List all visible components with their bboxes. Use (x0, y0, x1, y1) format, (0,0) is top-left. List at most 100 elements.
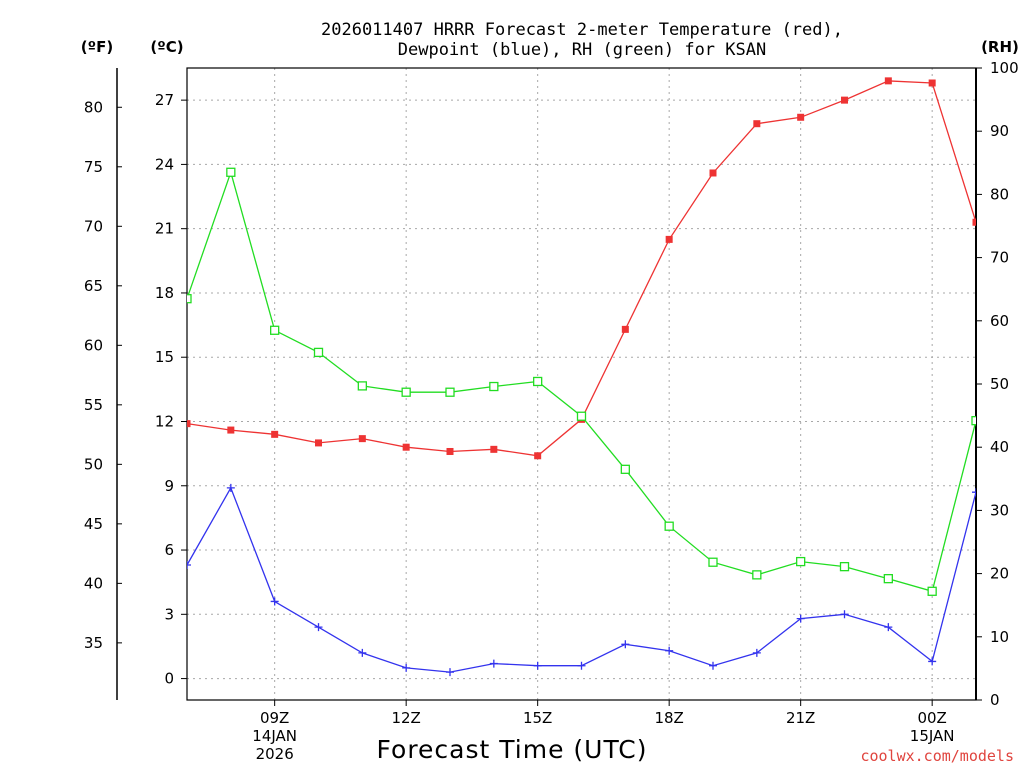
data-point (489, 381, 499, 392)
data-series (187, 77, 976, 677)
x-tick-label: 15JAN (910, 727, 955, 745)
celsius-tick-label: 21 (155, 220, 174, 238)
chart-title-line-2: Dewpoint (blue), RH (green) for KSAN (398, 40, 766, 60)
fahrenheit-tick-label: 50 (84, 455, 103, 473)
data-point (576, 411, 587, 421)
data-point (928, 79, 936, 87)
rh-tick-label: 10 (990, 628, 1009, 646)
data-point (665, 235, 673, 243)
data-point (187, 561, 191, 570)
series-2-meter-temperature (187, 77, 976, 460)
rh-tick-label: 90 (990, 122, 1009, 140)
rh-tick-label: 30 (990, 501, 1009, 519)
data-point (621, 640, 630, 649)
data-point (446, 668, 454, 677)
celsius-tick-label: 18 (155, 284, 174, 302)
x-tick-label: 00Z (917, 709, 946, 727)
data-point (226, 483, 235, 492)
data-point (314, 623, 323, 632)
data-point (358, 435, 366, 443)
celsius-tick-label: 12 (155, 412, 174, 430)
data-point (841, 96, 848, 104)
celsius-tick-label: 9 (164, 477, 174, 495)
series-line (187, 170, 976, 593)
data-point (446, 447, 454, 455)
data-point (270, 325, 280, 335)
chart-title-line-1: 2026011407 HRRR Forecast 2-meter Tempera… (321, 20, 843, 40)
data-point (928, 657, 937, 666)
data-point (796, 614, 805, 623)
data-point (534, 452, 542, 460)
x-tick-label: 14JAN (252, 727, 297, 745)
data-point (270, 597, 279, 606)
x-tick-label: 18Z (654, 709, 683, 727)
data-point (577, 661, 586, 670)
celsius-tick-label: 3 (164, 605, 174, 623)
data-point (402, 663, 411, 672)
fahrenheit-tick-label: 40 (84, 574, 103, 592)
fahrenheit-tick-label: 35 (84, 634, 103, 652)
data-point (708, 557, 718, 567)
data-point (664, 521, 674, 531)
rh-tick-label: 80 (990, 185, 1009, 203)
series-rh (187, 167, 976, 596)
data-point (313, 347, 324, 358)
fahrenheit-tick-label: 60 (84, 336, 103, 354)
x-tick-label: 2026 (256, 745, 294, 763)
series-line (187, 80, 976, 457)
celsius-tick-label: 24 (155, 155, 174, 173)
rh-unit-label: (RH) (981, 38, 1019, 56)
rh-tick-label: 70 (990, 249, 1009, 267)
fahrenheit-tick-label: 75 (84, 158, 103, 176)
celsius-tick-label: 27 (155, 91, 174, 109)
data-point (971, 416, 976, 426)
data-point (402, 443, 410, 451)
data-point (357, 381, 367, 391)
data-point (187, 294, 192, 304)
celsius-tick-label: 6 (164, 541, 174, 559)
rh-tick-label: 60 (990, 312, 1009, 330)
data-point (489, 659, 498, 668)
grid-lines (187, 68, 976, 700)
fahrenheit-tick-label: 70 (84, 217, 103, 235)
data-point (752, 648, 761, 657)
data-point (533, 376, 543, 387)
data-point (840, 610, 849, 619)
data-point (226, 167, 236, 177)
data-point (271, 430, 279, 438)
data-point (884, 77, 892, 85)
series-line (187, 486, 976, 673)
data-point (839, 561, 850, 572)
x-axis-label: Forecast Time (UTC) (377, 735, 648, 764)
data-point (752, 570, 762, 580)
data-point (620, 464, 630, 474)
data-point (621, 325, 629, 333)
data-point (883, 574, 893, 584)
data-point (665, 646, 674, 655)
data-point (796, 556, 806, 567)
x-tick-label: 09Z (260, 709, 289, 727)
data-point (490, 445, 498, 453)
data-point (445, 387, 455, 397)
data-point (884, 623, 893, 632)
data-point (753, 120, 761, 128)
data-point (709, 169, 717, 177)
fahrenheit-unit-label: (ºF) (81, 38, 113, 56)
data-point (797, 113, 805, 121)
data-point (315, 439, 322, 447)
data-point (927, 586, 937, 596)
source-credit: coolwx.com/models (860, 747, 1014, 765)
data-point (187, 420, 191, 428)
data-point (709, 661, 717, 670)
x-tick-label: 15Z (523, 709, 552, 727)
data-point (358, 648, 367, 657)
x-tick-label: 12Z (391, 709, 420, 727)
fahrenheit-tick-label: 65 (84, 277, 103, 295)
rh-tick-label: 20 (990, 565, 1009, 583)
rh-tick-label: 40 (990, 438, 1009, 456)
data-point (227, 426, 235, 434)
fahrenheit-tick-label: 80 (84, 98, 103, 116)
data-point (533, 661, 542, 670)
celsius-unit-label: (ºC) (150, 38, 183, 56)
